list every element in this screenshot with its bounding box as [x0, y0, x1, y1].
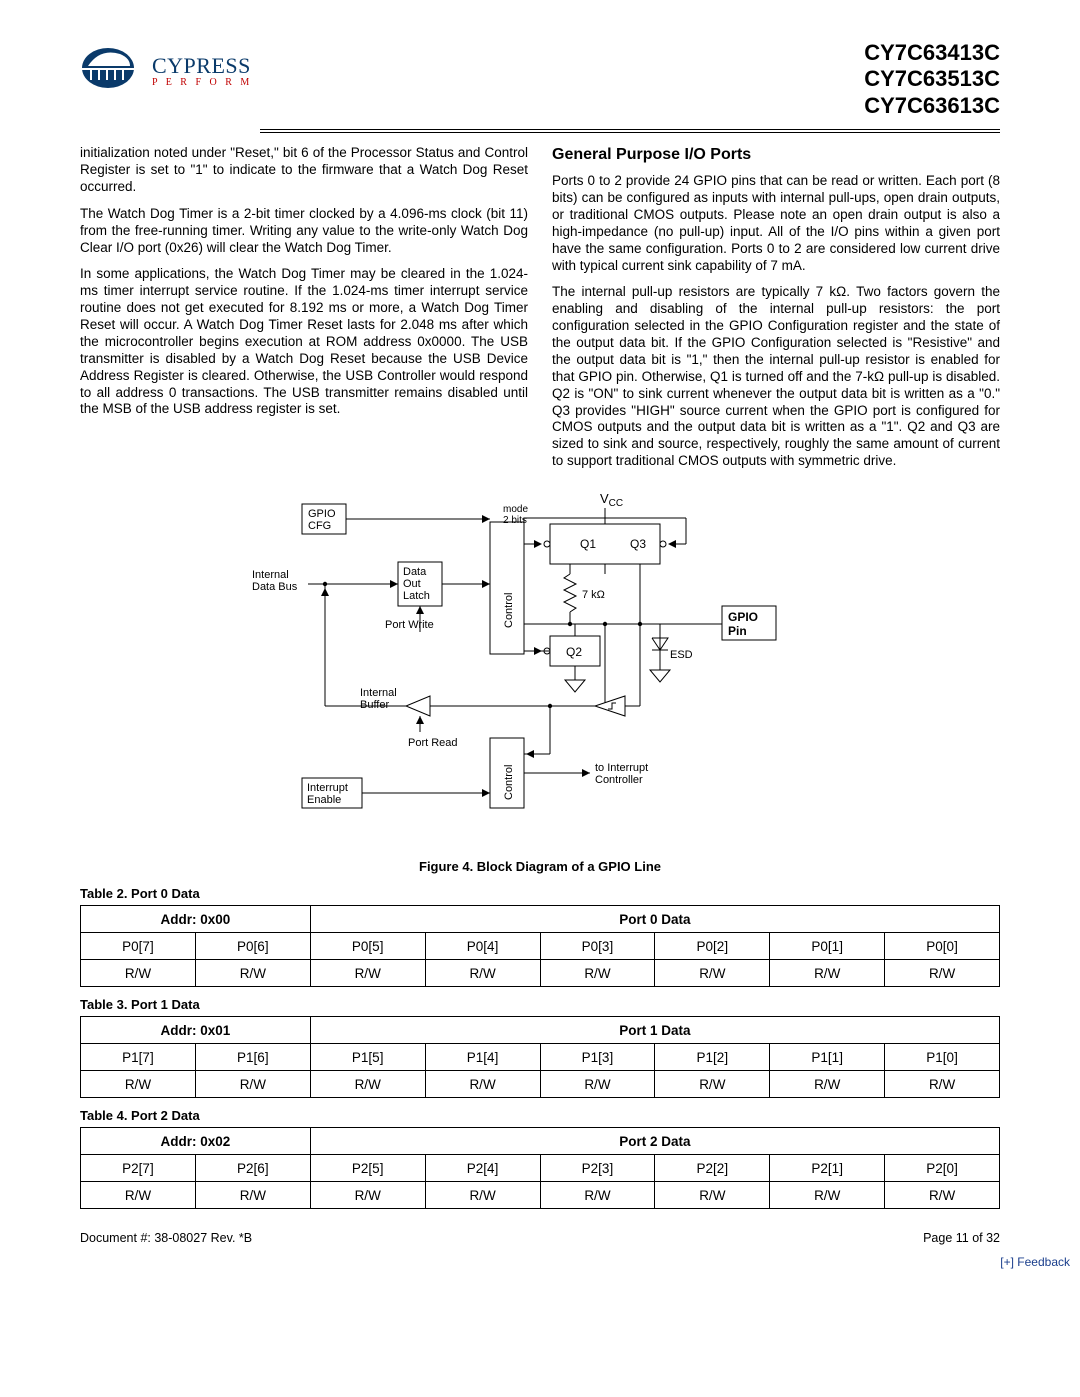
table-3-addr: Addr: 0x01 [81, 1017, 311, 1044]
table-row: P0[7] P0[6] P0[5] P0[4] P0[3] P0[2] P0[1… [81, 933, 1000, 960]
svg-text:ESD: ESD [670, 649, 693, 661]
doc-number: Document #: 38-08027 Rev. *B [80, 1231, 252, 1245]
logo-name: CYPRESS [152, 53, 252, 79]
svg-text:Interrupt: Interrupt [307, 782, 348, 794]
svg-text:GPIO: GPIO [308, 508, 336, 520]
svg-text:Q3: Q3 [630, 537, 646, 551]
svg-text:mode: mode [503, 504, 528, 515]
left-para-2: In some applications, the Watch Dog Time… [80, 266, 528, 418]
table-4-title: Port 2 Data [310, 1128, 999, 1155]
svg-text:Enable: Enable [307, 794, 341, 806]
svg-text:Latch: Latch [403, 590, 430, 602]
svg-text:Data Bus: Data Bus [252, 581, 298, 593]
table-4-addr: Addr: 0x02 [81, 1128, 311, 1155]
header-rules [260, 129, 1000, 133]
table-4: Table 4. Port 2 Data Addr: 0x02 Port 2 D… [80, 1108, 1000, 1209]
svg-text:Out: Out [403, 578, 421, 590]
svg-text:VCC: VCC [600, 491, 623, 509]
partnum-1: CY7C63513C [864, 66, 1000, 92]
svg-text:Port Read: Port Read [408, 737, 458, 749]
page-number: Page 11 of 32 [923, 1231, 1000, 1245]
table-row: P2[7] P2[6] P2[5] P2[4] P2[3] P2[2] P2[1… [81, 1155, 1000, 1182]
svg-text:Internal: Internal [252, 569, 289, 581]
left-column: initialization noted under "Reset," bit … [80, 145, 528, 480]
table-3-title: Port 1 Data [310, 1017, 999, 1044]
right-para-1: The internal pull-up resistors are typic… [552, 284, 1000, 470]
partnum-2: CY7C63613C [864, 93, 1000, 119]
logo-subtitle: P E R F O R M [152, 77, 252, 88]
svg-text:Control: Control [503, 593, 515, 628]
figure-caption: Figure 4. Block Diagram of a GPIO Line [80, 859, 1000, 874]
right-column: General Purpose I/O Ports Ports 0 to 2 p… [552, 145, 1000, 480]
table-2-addr: Addr: 0x00 [81, 906, 311, 933]
svg-text:Buffer: Buffer [360, 699, 389, 711]
left-para-1: The Watch Dog Timer is a 2-bit timer clo… [80, 206, 528, 257]
feedback-link[interactable]: [+] Feedback [1000, 1255, 1070, 1269]
table-2: Table 2. Port 0 Data Addr: 0x00 Port 0 D… [80, 886, 1000, 987]
cypress-logo-icon [80, 40, 150, 100]
table-row: P1[7] P1[6] P1[5] P1[4] P1[3] P1[2] P1[1… [81, 1044, 1000, 1071]
svg-text:Internal: Internal [360, 687, 397, 699]
svg-text:Control: Control [503, 765, 515, 800]
svg-text:Data: Data [403, 566, 427, 578]
table-2-caption: Table 2. Port 0 Data [80, 886, 1000, 901]
partnum-0: CY7C63413C [864, 40, 1000, 66]
svg-text:Controller: Controller [595, 774, 643, 786]
right-para-0: Ports 0 to 2 provide 24 GPIO pins that c… [552, 173, 1000, 274]
svg-text:Q1: Q1 [580, 537, 596, 551]
gpio-block-diagram: VCC Q1 Q3 Control GPIO CFG mode [80, 488, 1000, 853]
page-footer: Document #: 38-08027 Rev. *B Page 11 of … [80, 1231, 1000, 1245]
table-row: R/W R/W R/W R/W R/W R/W R/W R/W [81, 1071, 1000, 1098]
svg-text:Pin: Pin [728, 624, 747, 638]
table-2-title: Port 0 Data [310, 906, 999, 933]
table-3: Table 3. Port 1 Data Addr: 0x01 Port 1 D… [80, 997, 1000, 1098]
svg-text:7 kΩ: 7 kΩ [582, 589, 605, 601]
left-para-0: initialization noted under "Reset," bit … [80, 145, 528, 196]
page-header: CYPRESS P E R F O R M CY7C63413C CY7C635… [80, 40, 1000, 119]
svg-text:CFG: CFG [308, 520, 331, 532]
svg-text:to Interrupt: to Interrupt [595, 762, 648, 774]
table-4-caption: Table 4. Port 2 Data [80, 1108, 1000, 1123]
svg-text:GPIO: GPIO [728, 610, 758, 624]
svg-text:Q2: Q2 [566, 645, 582, 659]
svg-text:2 bits: 2 bits [503, 515, 527, 526]
table-row: R/W R/W R/W R/W R/W R/W R/W R/W [81, 1182, 1000, 1209]
body-columns: initialization noted under "Reset," bit … [80, 145, 1000, 480]
logo: CYPRESS P E R F O R M [80, 40, 252, 100]
table-3-caption: Table 3. Port 1 Data [80, 997, 1000, 1012]
table-row: R/W R/W R/W R/W R/W R/W R/W R/W [81, 960, 1000, 987]
svg-text:Port Write: Port Write [385, 619, 434, 631]
section-title: General Purpose I/O Ports [552, 145, 1000, 165]
part-numbers: CY7C63413C CY7C63513C CY7C63613C [864, 40, 1000, 119]
